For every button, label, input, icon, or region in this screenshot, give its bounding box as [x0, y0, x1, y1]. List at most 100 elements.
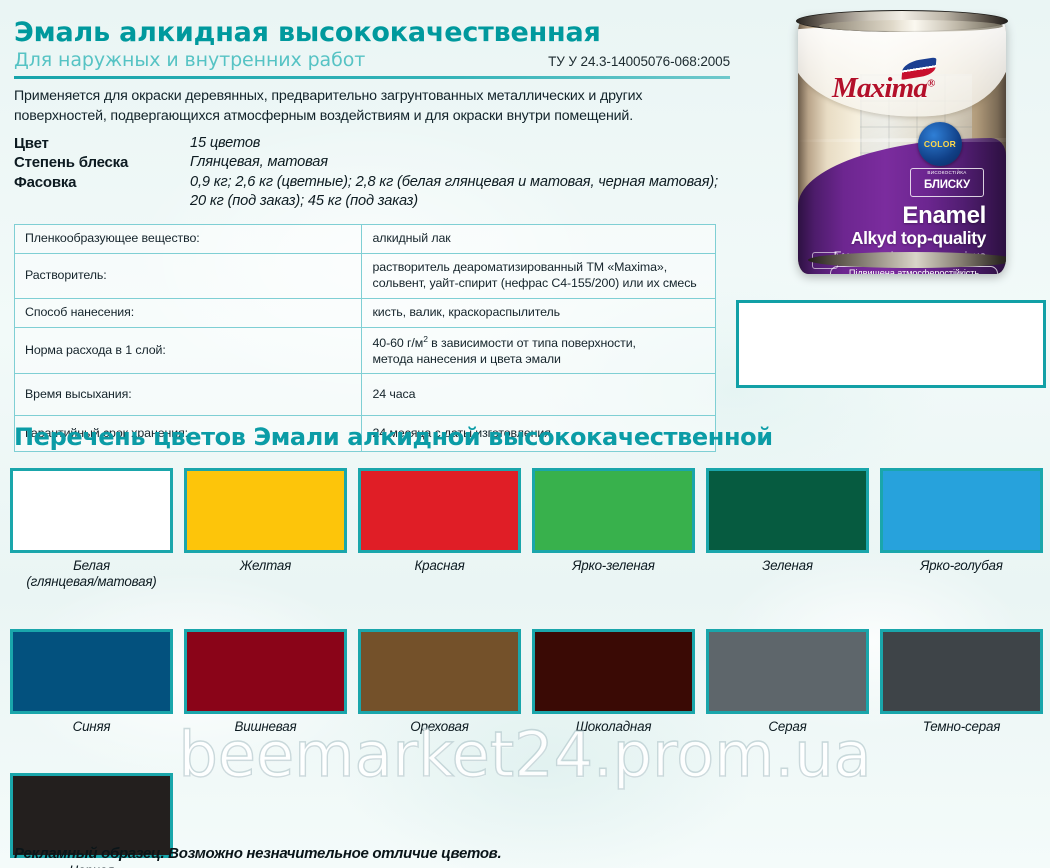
color-name: Серая	[706, 719, 869, 735]
color-name-main: Белая	[73, 558, 110, 573]
color-name-main: Черная	[69, 863, 114, 868]
spec-value: Глянцевая, матовая	[190, 154, 328, 171]
gloss-stamp-main: БЛИСКУ	[924, 178, 970, 191]
standard-code: ТУ У 24.3-14005076-068:2005	[548, 54, 730, 70]
color-name-main: Синяя	[72, 718, 111, 734]
color-swatch-grid: Белая (глянцевая/матовая) Желтая Красная…	[10, 468, 1043, 868]
table-row: Время высыхания: 24 часа	[13, 373, 716, 417]
color-name-main: Желтая	[239, 558, 292, 573]
color-name: Белая (глянцевая/матовая)	[10, 558, 173, 590]
color-chip[interactable]	[532, 628, 695, 714]
spec-value: 0,9 кг; 2,6 кг (цветные); 2,8 кг (белая …	[190, 173, 718, 210]
can-title-en: Enamel	[902, 202, 986, 229]
color-chip[interactable]	[880, 468, 1043, 553]
can-lid-inner	[819, 20, 1003, 32]
specification-table: Пленкообразующее вещество: алкидный лак …	[13, 224, 716, 453]
color-chip[interactable]	[706, 628, 869, 714]
can-bottom-rim	[808, 252, 1006, 268]
header-divider	[14, 76, 730, 80]
color-chip[interactable]	[184, 628, 347, 714]
color-name: Красная	[358, 558, 521, 574]
color-name-main: Зеленая	[762, 558, 813, 573]
spec-key: Фасовка	[14, 173, 77, 191]
color-name-second: (глянцевая/матовая)	[26, 573, 157, 589]
header: Эмаль алкидная высококачественная Для на…	[14, 18, 730, 126]
color-chip[interactable]	[184, 468, 347, 553]
color-name-main: Вишневая	[234, 718, 297, 734]
consumption-value-pre: 40-60 г/м	[372, 335, 424, 350]
table-cell-label: Время высыхания:	[13, 373, 363, 417]
spec-list-item: Степень блеска Глянцевая, матовая	[14, 153, 730, 172]
table-cell-value: 24 часа	[361, 373, 716, 417]
can-lid	[796, 10, 1008, 32]
color-swatch-item[interactable]: Белая (глянцевая/матовая)	[10, 468, 184, 590]
color-name-main: Ярко-голубая	[920, 558, 1003, 573]
intro-paragraph: Применяется для окраски деревянных, пред…	[14, 88, 643, 125]
color-swatch-item[interactable]: Синяя	[10, 590, 184, 735]
color-name: Желтая	[184, 558, 347, 574]
color-chip[interactable]	[532, 468, 695, 553]
registered-mark: ®	[927, 77, 935, 90]
color-name: Ореховая	[358, 719, 521, 735]
spec-key: Цвет	[14, 135, 49, 152]
color-swatch-item[interactable]: Желтая	[184, 468, 358, 590]
table-cell-value: растворитель деароматизированный ТМ «Max…	[361, 252, 716, 299]
color-name-main: Ореховая	[410, 718, 469, 734]
table-row: Норма расхода в 1 слой: 40-60 г/м2 в зав…	[13, 326, 716, 375]
consumption-value-post: в зависимости от типа поверхности,	[427, 335, 636, 350]
color-name-main: Темно-серая	[922, 718, 1001, 734]
table-cell-label: Норма расхода в 1 слой:	[13, 326, 363, 375]
spec-list: Цвет 15 цветов Степень блеска Глянцевая,…	[14, 134, 730, 212]
color-name: Вишневая	[184, 719, 347, 735]
color-chip[interactable]	[10, 628, 173, 714]
color-chip[interactable]	[358, 468, 521, 553]
color-swatch-item[interactable]: Зеленая	[706, 468, 880, 590]
page-subtitle: Для наружных и внутренних работ	[14, 49, 366, 72]
color-name: Синяя	[10, 719, 173, 735]
color-name: Ярко-голубая	[880, 558, 1043, 574]
color-badge-center: COLOR	[923, 139, 957, 149]
color-chip[interactable]	[880, 628, 1043, 714]
empty-content-box	[736, 300, 1046, 388]
table-cell-label: Растворитель:	[13, 252, 363, 299]
color-badge-icon: COLOR	[918, 122, 962, 166]
table-cell-value-consumption: 40-60 г/м2 в зависимости от типа поверхн…	[361, 326, 716, 375]
gloss-stamp: ВИСОКОСТІЙКА БЛИСКУ	[910, 168, 984, 197]
footer-disclaimer: Рекламный образец. Возможно незначительн…	[14, 845, 502, 862]
table-cell-label: Способ нанесения:	[13, 297, 363, 328]
color-name-main: Серая	[768, 718, 807, 734]
color-swatch-item[interactable]: Ореховая	[358, 590, 532, 735]
can-subtitle-en: Alkyd top-quality	[850, 228, 987, 248]
color-chip[interactable]	[10, 468, 173, 553]
colors-section-heading: Перечень цветов Эмали алкидной высококач…	[14, 423, 773, 451]
color-name-main: Шоколадная	[575, 718, 652, 734]
table-cell-value: кисть, валик, краскораспылитель	[361, 297, 716, 328]
spec-value: 15 цветов	[190, 135, 261, 151]
brand-logo: Maxima®	[832, 72, 935, 105]
color-swatch-item[interactable]: Вишневая	[184, 590, 358, 735]
color-name: Ярко-зеленая	[532, 558, 695, 574]
color-chip[interactable]	[358, 628, 521, 714]
color-swatch-item[interactable]: Ярко-зеленая	[532, 468, 706, 590]
table-cell-label: Пленкообразующее вещество:	[13, 224, 363, 254]
table-row: Растворитель: растворитель деароматизиро…	[13, 252, 716, 299]
spec-list-item: Цвет 15 цветов	[14, 134, 730, 153]
color-swatch-item[interactable]: Серая	[706, 590, 880, 735]
color-swatch-item[interactable]: Темно-серая	[880, 590, 1050, 735]
table-cell-value: алкидный лак	[361, 224, 716, 254]
spec-list-item: Фасовка 0,9 кг; 2,6 кг (цветные); 2,8 кг…	[14, 173, 730, 212]
page-title: Эмаль алкидная высококачественная	[14, 17, 601, 48]
table-row: Способ нанесения: кисть, валик, краскора…	[13, 297, 716, 328]
spec-key: Степень блеска	[14, 154, 129, 172]
color-name: Шоколадная	[532, 719, 695, 735]
color-swatch-item[interactable]: Ярко-голубая	[880, 468, 1050, 590]
color-name-main: Красная	[414, 558, 465, 573]
color-name: Зеленая	[706, 558, 869, 574]
color-name: Темно-серая	[880, 719, 1043, 735]
gloss-stamp-top: ВИСОКОСТІЙКА	[927, 170, 967, 175]
color-swatch-item[interactable]: Красная	[358, 468, 532, 590]
table-row: Пленкообразующее вещество: алкидный лак	[13, 224, 716, 254]
brand-name: Maxima	[832, 72, 928, 104]
color-chip[interactable]	[706, 468, 869, 553]
color-swatch-item[interactable]: Шоколадная	[532, 590, 706, 735]
